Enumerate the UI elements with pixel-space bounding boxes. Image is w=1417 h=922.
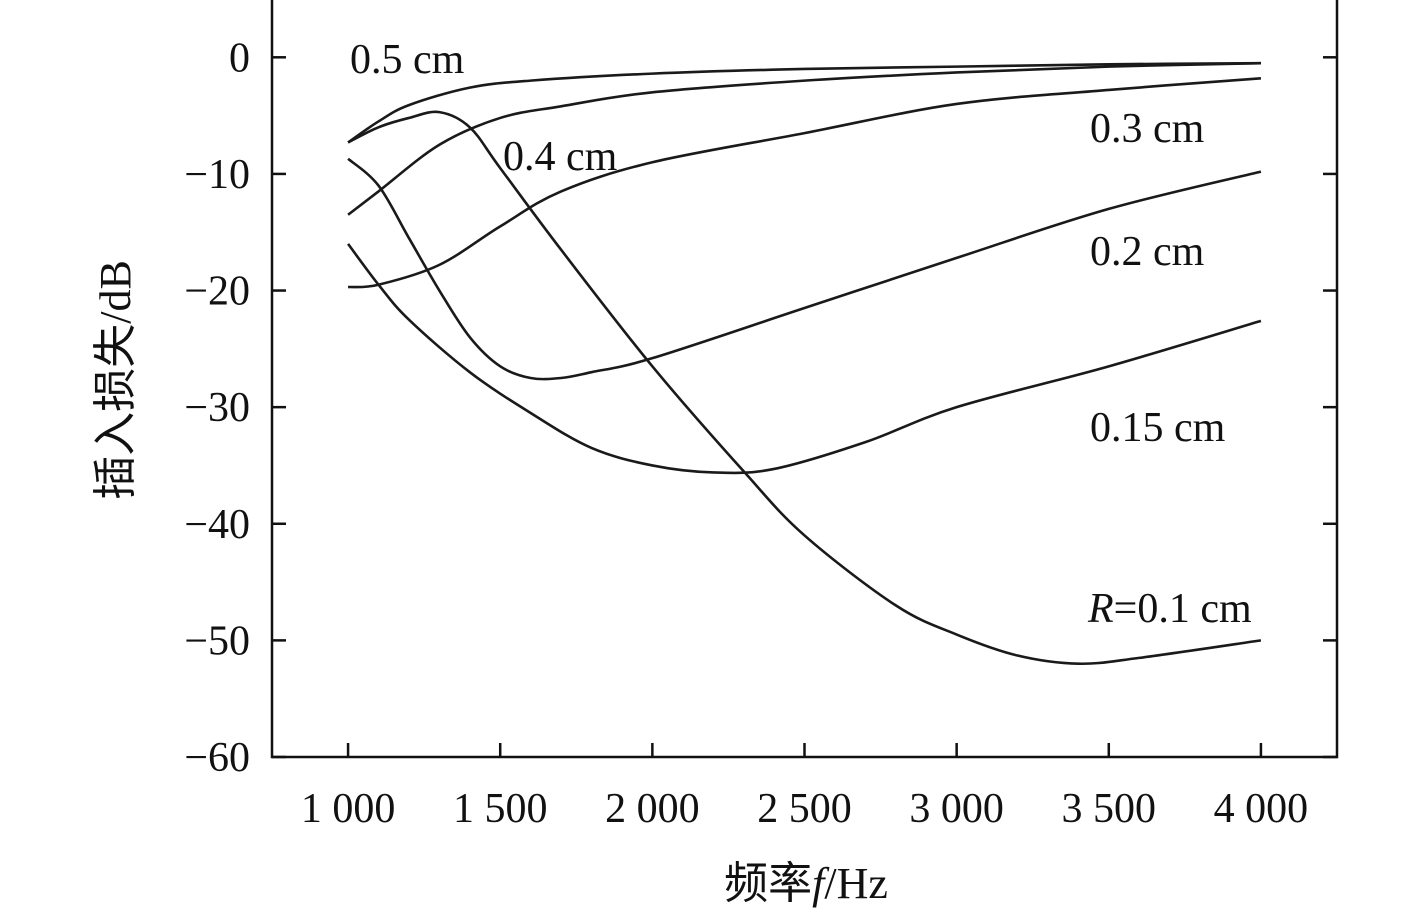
y-tick-label: −50 — [184, 618, 250, 664]
plot-frame — [270, 0, 1339, 759]
x-tick-label: 1 000 — [301, 786, 396, 832]
x-label-unit: /Hz — [824, 859, 888, 908]
y-tick-label: −20 — [184, 269, 250, 315]
series-line-0.2cm — [347, 157, 1262, 381]
annotation-0.1cm: R=0.1 cm — [1087, 586, 1252, 632]
annotation-0.3cm: 0.3 cm — [1090, 106, 1205, 152]
y-axis-label: 插入损失/dB — [91, 260, 140, 500]
series-line-R0.1cm — [347, 110, 1262, 666]
annotation-r-symbol: R — [1087, 586, 1114, 632]
x-label-text: 频率 — [724, 859, 812, 908]
x-tick-label: 4 000 — [1214, 786, 1309, 832]
series-annotations: 0.5 cm 0.4 cm 0.3 cm 0.2 cm 0.15 cm R=0.… — [350, 37, 1252, 632]
x-tick-label: 2 500 — [757, 786, 852, 832]
annotation-0.1cm-text: =0.1 cm — [1114, 586, 1252, 632]
y-tick-label: −60 — [184, 735, 250, 781]
y-tick-label: −10 — [184, 152, 250, 198]
series-line-0.5cm — [347, 61, 1261, 144]
x-tick-label: 3 000 — [909, 786, 1004, 832]
y-tick-labels: 0 −10 −20 −30 −40 −50 −60 — [184, 35, 250, 781]
y-tick-label: −30 — [184, 385, 250, 431]
annotation-0.2cm: 0.2 cm — [1090, 229, 1205, 275]
x-axis-label: 频率f/Hz — [724, 859, 888, 908]
x-tick-label: 1 500 — [453, 786, 548, 832]
annotation-0.4cm: 0.4 cm — [503, 134, 618, 180]
series-lines — [347, 61, 1262, 666]
x-tick-labels: 1 000 1 500 2 000 2 500 3 000 3 500 4 000 — [301, 786, 1308, 832]
annotation-0.5cm: 0.5 cm — [350, 37, 465, 83]
x-tick-label: 3 500 — [1062, 786, 1157, 832]
series-line-0.4cm — [347, 61, 1261, 216]
y-tick-label: −40 — [184, 502, 250, 548]
annotation-0.15cm: 0.15 cm — [1090, 405, 1226, 451]
series-line-0.3cm — [347, 77, 1262, 289]
y-tick-label: 0 — [229, 35, 250, 81]
series-line-0.15cm — [347, 243, 1262, 475]
x-tick-label: 2 000 — [605, 786, 700, 832]
